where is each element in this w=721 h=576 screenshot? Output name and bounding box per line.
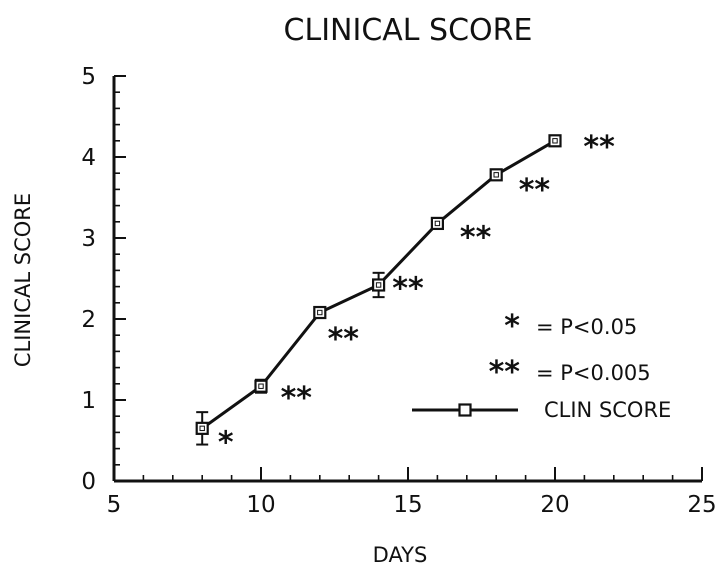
data-point-inner xyxy=(258,383,264,389)
x-tick-label: 5 xyxy=(107,492,122,518)
tick-marks: 5 10 15 20 25 0 1 2 3 4 5 xyxy=(81,64,716,518)
data-point-inner xyxy=(493,172,499,178)
data-point xyxy=(489,168,503,182)
data-point xyxy=(548,134,562,148)
x-tick-label: 20 xyxy=(540,492,569,518)
x-tick-label: 25 xyxy=(687,492,716,518)
x-axis-label: DAYS xyxy=(373,543,428,567)
significance-annotations: ************* xyxy=(218,130,615,461)
x-tick-label: 15 xyxy=(393,492,422,518)
data-point-inner xyxy=(375,282,382,288)
y-axis-label: CLINICAL SCORE xyxy=(11,193,35,367)
legend-significance-symbol: * xyxy=(504,309,520,344)
data-point-inner xyxy=(434,220,441,227)
significance-mark: ** xyxy=(460,221,492,256)
significance-mark: ** xyxy=(328,322,360,357)
significance-mark: ** xyxy=(392,272,424,307)
legend-significance-text: = P<0.005 xyxy=(536,361,651,385)
legend-significance-text: = P<0.05 xyxy=(536,315,637,339)
data-point xyxy=(430,216,444,231)
x-tick-label: 10 xyxy=(246,492,275,518)
data-point-inner xyxy=(317,309,323,316)
data-point xyxy=(195,421,209,435)
data-point xyxy=(254,379,268,393)
series-layer xyxy=(195,134,562,446)
significance-mark: ** xyxy=(583,130,615,165)
legend-marker-swatch xyxy=(458,403,472,417)
y-tick-label: 3 xyxy=(81,226,96,252)
data-point-inner xyxy=(199,425,205,432)
legend-significance-symbol: ** xyxy=(489,355,521,390)
significance-mark: * xyxy=(218,426,234,461)
y-tick-label: 2 xyxy=(81,307,96,333)
y-tick-label: 1 xyxy=(81,388,96,414)
data-point xyxy=(313,305,327,320)
significance-mark: ** xyxy=(281,381,313,416)
y-tick-label: 0 xyxy=(81,469,96,495)
significance-mark: ** xyxy=(519,173,551,208)
data-point xyxy=(372,278,386,292)
y-tick-label: 4 xyxy=(81,145,96,171)
legend-series-label: CLIN SCORE xyxy=(544,398,671,422)
chart-title: CLINICAL SCORE xyxy=(284,13,533,48)
y-tick-label: 5 xyxy=(81,64,96,90)
legend: * = P<0.05 ** = P<0.005 CLIN SCORE xyxy=(412,309,671,422)
data-point-inner xyxy=(552,138,558,144)
